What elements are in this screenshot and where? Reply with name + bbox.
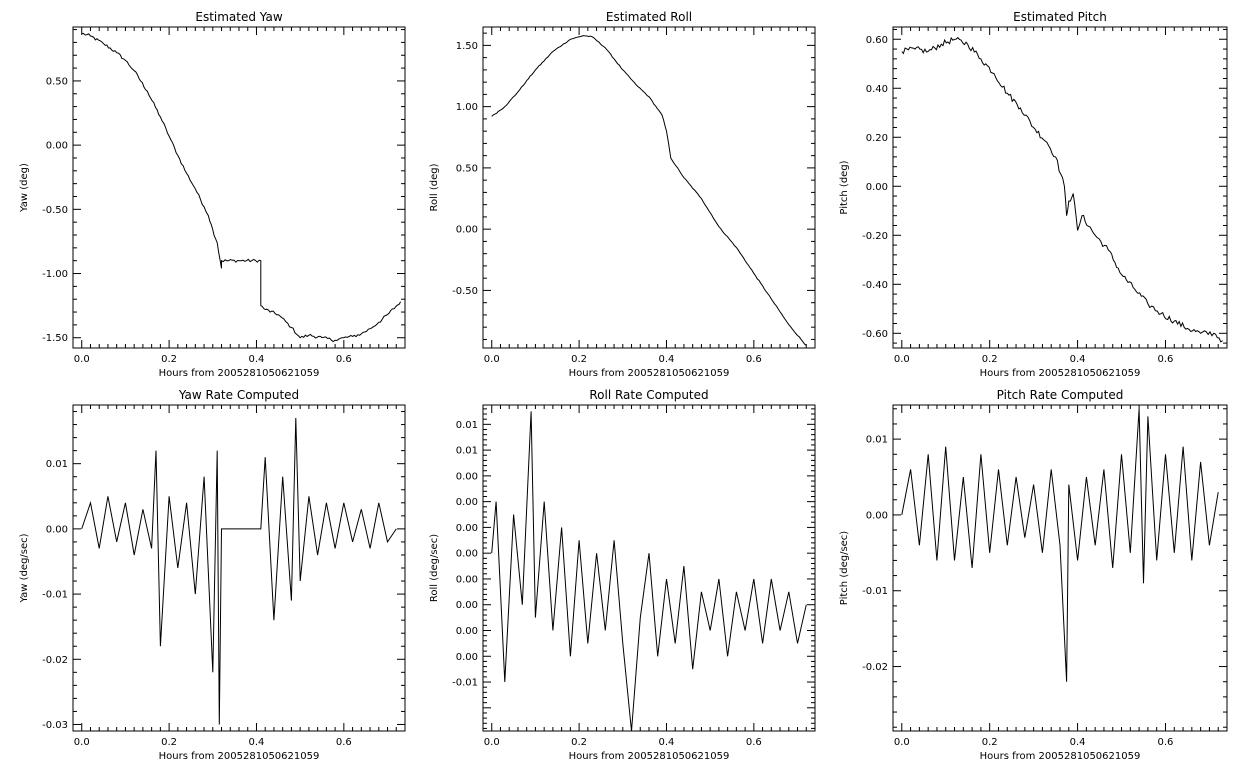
chart-roll_rate: Roll Rate Computed Hours from 20052810506…: [429, 388, 816, 762]
x-tick-label: 0.4: [659, 354, 675, 365]
y-tick-label: 0.01: [46, 459, 68, 470]
y-tick-label: 1.00: [456, 102, 478, 113]
chart-yaw: Estimated Yaw Hours from 2005281050621059…: [19, 10, 406, 379]
y-tick-label: -1.00: [42, 269, 68, 280]
y-tick-label: 0.00: [456, 225, 478, 236]
chart-title: Pitch Rate Computed: [997, 388, 1124, 402]
y-tick-label: -0.03: [42, 720, 68, 731]
x-tick-label: 0.6: [746, 737, 762, 748]
x-tick-label: 0.6: [336, 737, 352, 748]
y-tick-label: 0.00: [456, 497, 478, 508]
plot-frame: [892, 404, 1228, 732]
x-tick-label: 0.2: [982, 354, 998, 365]
x-tick-label: 0.6: [336, 354, 352, 365]
x-axis-label: Hours from 2005281050621059: [980, 368, 1141, 379]
series-line: [491, 411, 807, 732]
y-axis-label: Yaw (deg/sec): [19, 533, 30, 603]
x-tick-label: 0.6: [1158, 737, 1174, 748]
x-tick-label: 0.4: [1070, 354, 1086, 365]
y-tick-label: 0.00: [46, 524, 68, 535]
y-tick-label: 0.01: [456, 420, 478, 431]
x-tick-label: 0.0: [484, 737, 500, 748]
y-tick-label: -0.01: [452, 678, 478, 689]
series-line: [901, 36, 1223, 343]
x-tick-label: 0.0: [894, 737, 910, 748]
y-tick-label: 0.01: [456, 446, 478, 457]
x-axis-label: Hours from 2005281050621059: [980, 751, 1141, 762]
y-axis-label: Yaw (deg): [19, 163, 30, 213]
x-tick-label: 0.2: [161, 354, 177, 365]
y-tick-label: -0.20: [862, 231, 888, 242]
chart-title: Yaw Rate Computed: [178, 388, 299, 402]
x-tick-label: 0.4: [659, 737, 675, 748]
plot-frame: [72, 404, 406, 732]
y-tick-label: 0.00: [46, 141, 68, 152]
series-line: [81, 32, 402, 343]
y-tick-label: -1.50: [42, 333, 68, 344]
x-tick-label: 0.0: [74, 354, 90, 365]
chart-roll: Estimated Roll Hours from 200528105062105…: [429, 10, 816, 379]
x-tick-label: 0.6: [746, 354, 762, 365]
x-tick-label: 0.0: [484, 354, 500, 365]
chart-pitch_rate: Pitch Rate Computed Hours from 2005281050…: [839, 388, 1228, 762]
chart-title: Roll Rate Computed: [589, 388, 708, 402]
y-tick-label: 0.01: [866, 435, 888, 446]
y-tick-label: 0.60: [866, 35, 888, 46]
x-axis-label: Hours from 2005281050621059: [159, 368, 320, 379]
y-tick-label: 0.00: [456, 626, 478, 637]
y-tick-label: 0.00: [456, 600, 478, 611]
y-tick-label: 0.20: [866, 133, 888, 144]
y-axis-label: Roll (deg/sec): [429, 534, 440, 602]
chart-yaw_rate: Yaw Rate Computed Hours from 200528105062…: [19, 388, 406, 762]
x-tick-label: 0.4: [249, 737, 265, 748]
x-tick-label: 0.2: [161, 737, 177, 748]
x-tick-label: 0.6: [1158, 354, 1174, 365]
y-tick-label: -0.02: [862, 662, 888, 673]
plot-frame: [482, 404, 816, 732]
x-axis-label: Hours from 2005281050621059: [569, 368, 730, 379]
y-tick-label: 0.00: [456, 523, 478, 534]
y-tick-label: 0.00: [866, 510, 888, 521]
y-tick-label: 0.50: [456, 163, 478, 174]
series-line: [491, 35, 807, 346]
y-tick-label: 0.40: [866, 84, 888, 95]
y-tick-label: 1.50: [456, 41, 478, 52]
chart-title: Estimated Yaw: [195, 10, 282, 24]
chart-title: Estimated Pitch: [1013, 10, 1107, 24]
x-axis-label: Hours from 2005281050621059: [569, 751, 730, 762]
x-tick-label: 0.2: [571, 737, 587, 748]
plot-frame: [892, 26, 1228, 349]
series-line: [81, 417, 397, 725]
y-tick-label: -0.50: [452, 286, 478, 297]
plot-frame: [482, 26, 816, 349]
x-tick-label: 0.4: [1070, 737, 1086, 748]
y-tick-label: 0.00: [456, 652, 478, 663]
x-tick-label: 0.0: [894, 354, 910, 365]
y-tick-label: -0.02: [42, 655, 68, 666]
y-tick-label: 0.50: [46, 76, 68, 87]
chart-title: Estimated Roll: [606, 10, 692, 24]
y-tick-label: 0.00: [456, 574, 478, 585]
plot-frame: [72, 26, 406, 349]
x-tick-label: 0.2: [982, 737, 998, 748]
y-axis-label: Pitch (deg): [839, 160, 850, 214]
x-axis-label: Hours from 2005281050621059: [159, 751, 320, 762]
y-tick-label: -0.01: [862, 586, 888, 597]
y-tick-label: -0.50: [42, 205, 68, 216]
y-tick-label: -0.01: [42, 590, 68, 601]
y-tick-label: 0.00: [456, 471, 478, 482]
x-tick-label: 0.0: [74, 737, 90, 748]
y-tick-label: 0.00: [456, 549, 478, 560]
y-tick-label: 0.00: [866, 182, 888, 193]
y-axis-label: Roll (deg): [429, 163, 440, 211]
chart-pitch: Estimated Pitch Hours from 20052810506210…: [839, 10, 1228, 379]
series-line: [901, 408, 1219, 682]
y-tick-label: -0.40: [862, 280, 888, 291]
x-tick-label: 0.2: [571, 354, 587, 365]
y-axis-label: Pitch (deg/sec): [839, 531, 850, 606]
x-tick-label: 0.4: [249, 354, 265, 365]
y-tick-label: -0.60: [862, 329, 888, 340]
